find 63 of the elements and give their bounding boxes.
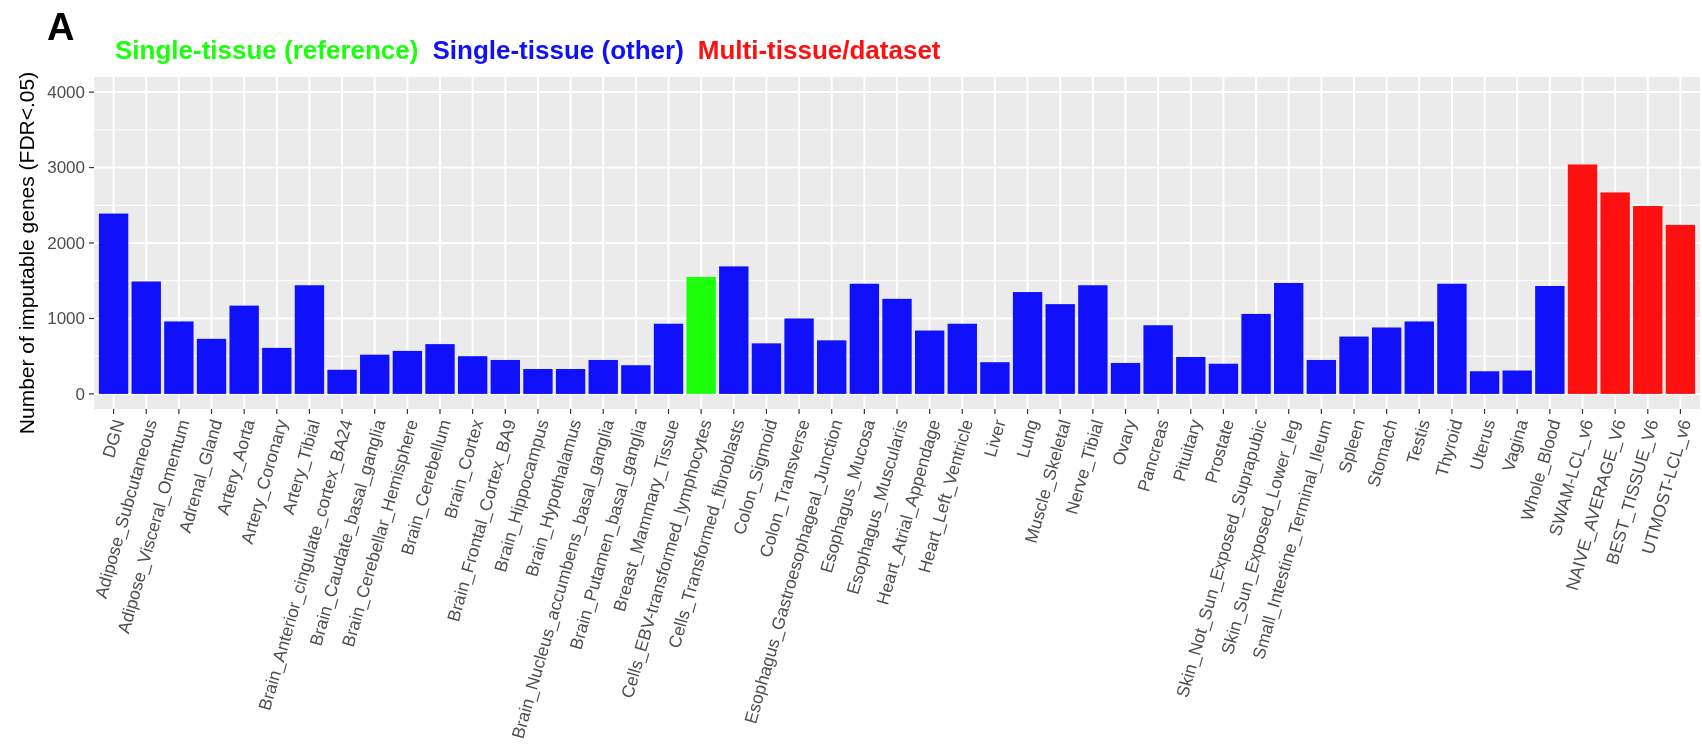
bar [1208, 363, 1239, 394]
bar [1665, 224, 1696, 394]
bar [882, 298, 912, 394]
bar [751, 343, 782, 394]
bar [1469, 371, 1500, 394]
bar [653, 323, 684, 394]
text: Single-tissue (reference) [115, 35, 419, 65]
bar [1306, 359, 1337, 394]
bar [523, 369, 553, 394]
bar [1012, 292, 1043, 394]
bar [1045, 304, 1075, 394]
bar [1241, 313, 1271, 394]
text: Single-tissue (other) [432, 35, 684, 65]
y-tick-label: 1000 [47, 309, 85, 329]
bar [686, 276, 716, 394]
bar [784, 318, 814, 394]
bar [490, 359, 520, 394]
y-tick-label: 4000 [47, 83, 85, 103]
x-tick-label: Liver [979, 417, 1010, 460]
y-tick-label: 0 [75, 384, 85, 404]
chart-title: A [47, 6, 75, 48]
bar [196, 338, 227, 394]
bar [98, 213, 129, 394]
y-axis-title: Number of imputable genes (FDR<.05) [15, 71, 38, 435]
bar [294, 285, 325, 394]
bar [555, 369, 586, 394]
bar [262, 347, 292, 394]
bar [980, 362, 1010, 394]
bar [1633, 206, 1663, 394]
bar [1567, 164, 1598, 394]
bar [1404, 321, 1434, 394]
bar [947, 323, 977, 394]
bar [914, 330, 945, 394]
bar [1437, 283, 1467, 394]
bar [817, 340, 847, 394]
bar [1078, 285, 1108, 394]
bar [360, 354, 390, 394]
x-tick-label: Spleen [1334, 417, 1369, 476]
bar [1600, 192, 1630, 394]
bar [1535, 286, 1565, 394]
bar [425, 344, 455, 394]
bar [719, 266, 749, 394]
bar [621, 365, 651, 394]
bar [1274, 282, 1304, 394]
text: Multi-tissue/dataset [697, 35, 941, 65]
bar [1176, 356, 1206, 394]
bar [327, 369, 357, 394]
bar [392, 350, 423, 394]
bar [457, 356, 488, 394]
bar [164, 321, 194, 394]
bar [849, 283, 880, 394]
bar [588, 359, 618, 394]
y-tick-label: 3000 [47, 158, 85, 178]
bar [1502, 370, 1532, 394]
bar [229, 305, 259, 394]
bar [1371, 327, 1402, 394]
bar [131, 281, 161, 394]
bar [1339, 336, 1369, 394]
x-tick-label: Ovary [1108, 417, 1141, 468]
bar [1110, 362, 1141, 394]
bar [1143, 325, 1173, 394]
y-tick-label: 2000 [47, 233, 85, 253]
x-tick-label: Uterus [1465, 417, 1500, 473]
